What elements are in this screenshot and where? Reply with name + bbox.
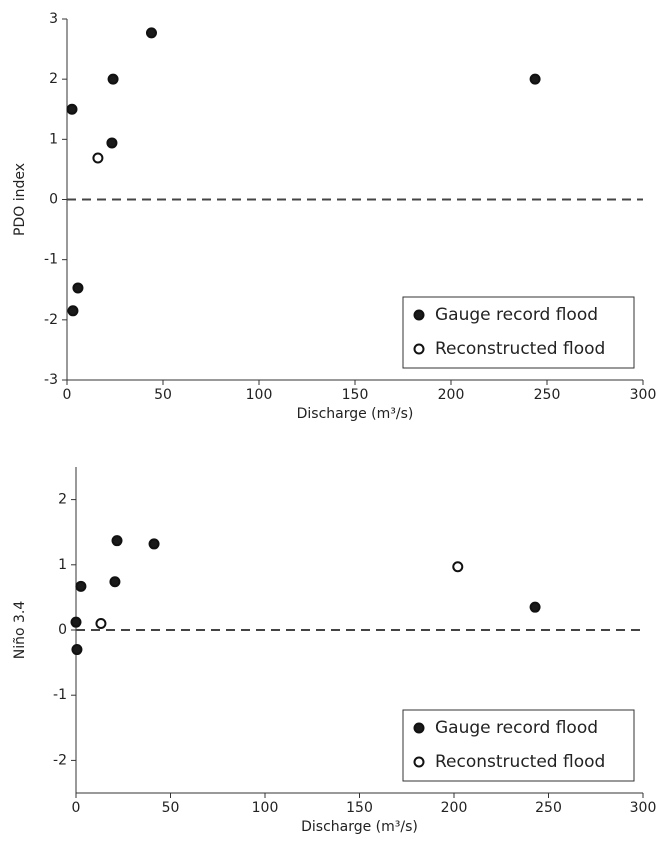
x-axis-title: Discharge (m³/s) [301, 819, 418, 835]
legend-label: Reconstructed flood [435, 752, 605, 772]
y-tick-label: 1 [49, 131, 58, 147]
y-tick-label: -2 [53, 752, 67, 768]
data-point [67, 305, 79, 317]
y-tick-label: 0 [49, 192, 58, 208]
legend-label: Reconstructed flood [435, 339, 605, 359]
data-point [109, 576, 121, 588]
data-point [107, 73, 119, 85]
x-tick-label: 250 [534, 387, 561, 403]
data-point [75, 580, 87, 592]
data-point [106, 137, 118, 149]
data-point [72, 282, 84, 294]
data-point [145, 27, 157, 39]
legend-label: Gauge record flood [435, 305, 598, 325]
y-tick-label: -1 [44, 252, 58, 268]
x-tick-label: 50 [154, 387, 172, 403]
x-tick-label: 100 [246, 387, 273, 403]
data-point [70, 616, 82, 628]
legend-marker [413, 309, 425, 321]
data-point [529, 601, 541, 613]
y-tick-label: -3 [44, 372, 58, 388]
legend-box [402, 709, 635, 782]
x-tick-label: 200 [438, 387, 465, 403]
x-tick-label: 50 [162, 800, 180, 816]
data-point [111, 535, 123, 547]
y-axis-title: Niño 3.4 [12, 601, 28, 660]
x-tick-label: 150 [346, 800, 373, 816]
x-tick-label: 150 [342, 387, 369, 403]
x-tick-label: 100 [252, 800, 279, 816]
legend-marker [413, 343, 425, 355]
legend-label: Gauge record flood [435, 718, 598, 738]
x-tick-label: 250 [535, 800, 562, 816]
x-tick-label: 0 [72, 800, 81, 816]
y-axis-title: PDO index [12, 163, 28, 236]
y-tick-label: -2 [44, 312, 58, 328]
data-point [452, 561, 464, 573]
data-point [529, 73, 541, 85]
data-point [92, 152, 104, 164]
y-tick-label: 0 [58, 622, 67, 638]
x-tick-label: 0 [63, 387, 72, 403]
x-axis-title: Discharge (m³/s) [297, 406, 414, 422]
y-tick-label: 1 [58, 557, 67, 573]
y-tick-label: -1 [53, 687, 67, 703]
data-point [71, 644, 83, 656]
y-tick-label: 2 [58, 492, 67, 508]
legend-marker [413, 722, 425, 734]
data-point [66, 103, 78, 115]
legend-marker [413, 756, 425, 768]
y-tick-label: 3 [49, 11, 58, 27]
legend-box [402, 296, 635, 369]
x-tick-label: 300 [630, 800, 657, 816]
x-tick-label: 300 [630, 387, 657, 403]
data-point [95, 617, 107, 629]
y-tick-label: 2 [49, 71, 58, 87]
x-tick-label: 200 [441, 800, 468, 816]
data-point [148, 538, 160, 550]
